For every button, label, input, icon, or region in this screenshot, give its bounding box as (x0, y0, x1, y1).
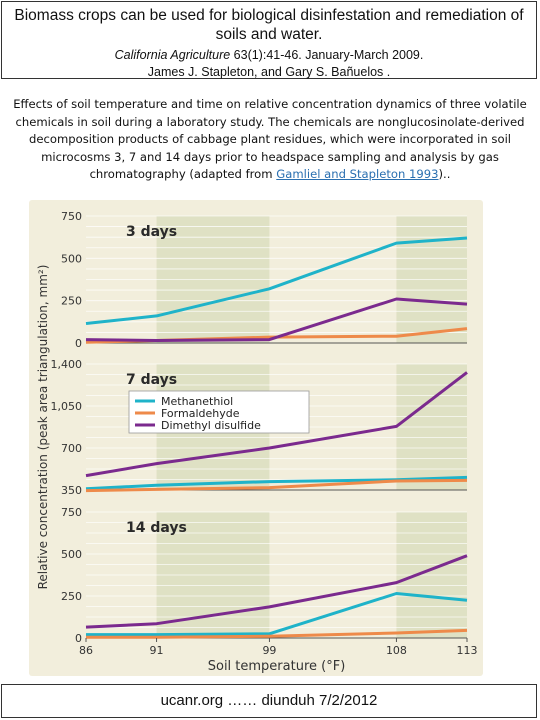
y-tick-label: 250 (61, 590, 82, 603)
y-tick-label: 1,050 (51, 400, 83, 413)
citation-details: 63(1):41-46. January-March 2009. (230, 48, 424, 62)
header-citation: California Agriculture 63(1):41-46. Janu… (2, 47, 536, 64)
y-tick-label: 750 (61, 506, 82, 519)
series-line-dimethyl-disulfide (85, 297, 468, 342)
series-line-formaldehyde (86, 628, 468, 639)
x-tick-label: 91 (150, 644, 164, 657)
legend-box (128, 390, 310, 434)
journal-name: California Agriculture (114, 48, 231, 62)
footer-box: ucanr.org …… diunduh 7/2/2012 (1, 684, 537, 718)
panel-label: 14 days (126, 520, 187, 536)
y-tick-label: 250 (61, 295, 82, 308)
legend-label: Formaldehyde (161, 407, 240, 420)
caption-tail: ).. (438, 167, 451, 181)
legend-label: Dimethyl disulfide (161, 419, 261, 432)
chart-svg: 750 500 250 0 3 days 1,400 1,050 700 350 7 days 75… (36, 210, 478, 674)
y-tick-label: 0 (75, 632, 82, 645)
header-authors: James J. Stapleton, and Gary S. Bañuelos… (147, 65, 391, 79)
y-tick-label: 700 (61, 442, 82, 455)
legend-label: Methanethiol (161, 395, 233, 408)
series-line-dimethyl-disulfide (85, 554, 468, 629)
reference-link[interactable]: Gamliel and Stapleton 1993 (276, 167, 439, 181)
header-title: Biomass crops can be used for biological… (14, 7, 524, 43)
series-line-methanethiol (85, 236, 468, 325)
x-tick-label: 113 (457, 644, 478, 657)
x-tick-label: 108 (386, 644, 407, 657)
y-tick-label: 1,400 (51, 358, 83, 371)
panel-label: 3 days (126, 224, 177, 240)
header-box: Biomass crops can be used for biological… (1, 1, 537, 79)
caption-text: Effects of soil temperature and time on … (13, 97, 527, 181)
footer-text: ucanr.org …… diunduh 7/2/2012 (160, 692, 378, 709)
series-line-formaldehyde (85, 478, 468, 493)
x-tick-label: 86 (79, 644, 93, 657)
series-line-methanethiol (85, 475, 468, 491)
y-tick-label: 0 (75, 337, 82, 350)
y-tick-label: 500 (61, 548, 82, 561)
series-line-dimethyl-disulfide (85, 371, 468, 478)
x-tick-label: 99 (262, 644, 276, 657)
panel-label: 7 days (126, 372, 177, 388)
y-tick-label: 350 (61, 484, 82, 497)
x-axis-label: Soil temperature (°F) (208, 659, 346, 674)
chart-figure: 750 500 250 0 3 days 1,400 1,050 700 350 7 days 75… (29, 200, 483, 676)
y-axis-label: Relative concentration (peak area triang… (36, 265, 50, 590)
figure-caption: Effects of soil temperature and time on … (6, 96, 534, 184)
y-tick-label: 500 (61, 252, 82, 265)
series-line-methanethiol (86, 592, 468, 637)
y-tick-label: 750 (61, 210, 82, 223)
